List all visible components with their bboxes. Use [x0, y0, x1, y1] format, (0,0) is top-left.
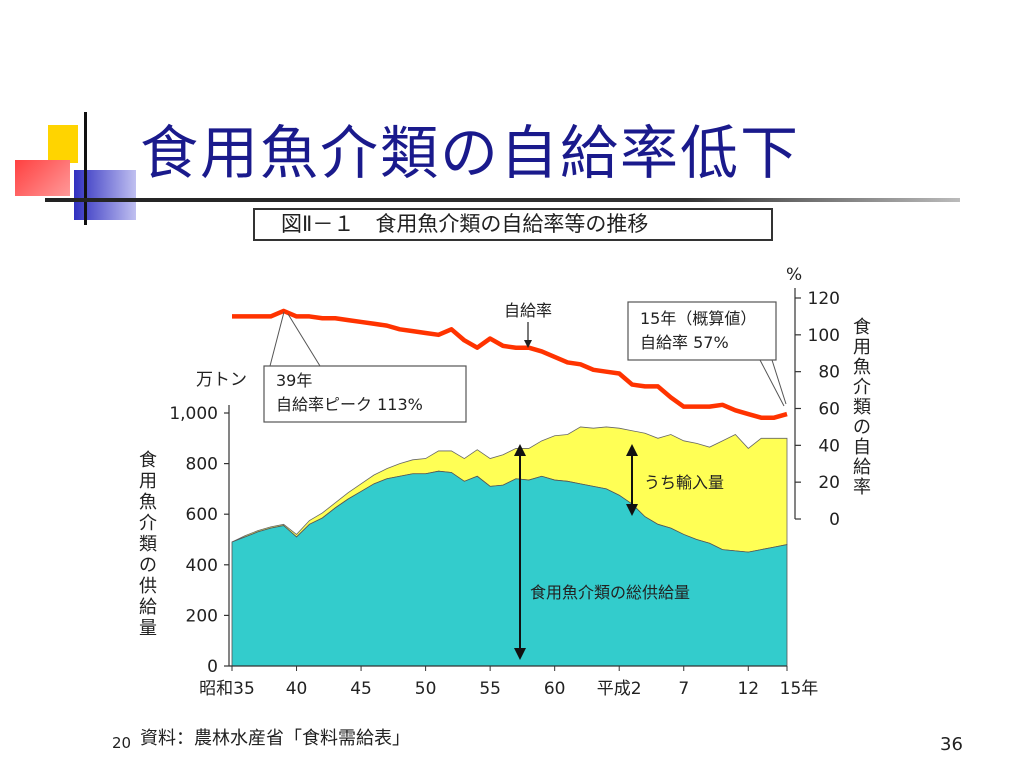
annotation-2003-title: 15年（概算値） [640, 309, 756, 328]
annotation-1964-pointer [269, 311, 321, 367]
ornament-red-square [15, 160, 70, 196]
self-sufficiency-line [232, 308, 788, 420]
annotation-2003-pointer [759, 359, 787, 407]
annotation-1964-title: 39年 [276, 371, 312, 390]
page-number: 36 [940, 734, 963, 755]
left-axis-label-char: 介 [139, 513, 157, 534]
left-axis-tick-label: 400 [186, 556, 218, 576]
figure-title: 図Ⅱ－１ 食用魚介類の自給率等の推移 [253, 208, 773, 241]
x-axis-tick-label: 40 [286, 679, 308, 699]
x-axis-tick-label: 45 [350, 679, 372, 699]
right-axis-tick-label: 0 [829, 510, 840, 530]
title-underline [45, 198, 960, 202]
right-axis-label-char: 率 [853, 477, 871, 498]
x-axis-tick-label: 平成2 [597, 679, 642, 699]
x-axis-tick-label: 60 [544, 679, 566, 699]
right-axis-tick-label: 60 [818, 400, 840, 420]
import-arrow-head-bottom [626, 504, 638, 516]
ornament-yellow-square [48, 125, 78, 163]
right-axis-label-char: 類 [853, 397, 871, 418]
left-axis-tick-label: 800 [186, 455, 218, 475]
left-axis-label-char: 用 [139, 471, 157, 492]
slide-title: 食用魚介類の自給率低下 [140, 119, 801, 187]
x-axis-tick-label: 12 [737, 679, 759, 699]
right-axis-tick-label: 20 [818, 473, 840, 493]
annotation-2003-value: 自給率 57% [640, 333, 729, 352]
left-axis-label-char: 食 [139, 450, 157, 471]
left-axis-label-char: 魚 [139, 492, 157, 513]
slide-ornament [0, 0, 140, 230]
annotation-1964-value: 自給率ピーク 113% [276, 395, 423, 414]
right-axis-label-char: 食 [853, 317, 871, 338]
right-axis-label-char: 介 [853, 377, 871, 398]
left-axis-label-char: 給 [139, 597, 157, 618]
annotation-1964-box [263, 365, 467, 423]
right-axis-label-char: 給 [853, 457, 871, 478]
data-source: 資料：農林水産省「食料需給表」 [140, 728, 410, 749]
x-axis-tick-label: 15年 [780, 679, 819, 699]
right-axis-unit: % [786, 265, 802, 285]
annotation-self-sufficiency-label: 自給率 [504, 301, 552, 320]
left-axis-tick-label: 600 [186, 505, 218, 525]
left-axis-tick-label: 200 [186, 606, 218, 626]
left-axis-label-char: 供 [139, 576, 157, 597]
x-axis-tick-label: 7 [678, 679, 689, 699]
left-axis-tick-label: 1,000 [169, 404, 218, 424]
right-axis-label-char: 用 [853, 337, 871, 358]
left-axis-label-char: の [139, 555, 157, 576]
right-axis-label-char: の [853, 417, 871, 438]
right-axis-tick-label: 120 [808, 289, 840, 309]
annotation-self-sufficiency-arrowhead [524, 340, 532, 348]
x-axis-tick-label: 55 [479, 679, 501, 699]
right-axis-tick-label: 40 [818, 436, 840, 456]
left-axis-label-char: 類 [139, 534, 157, 555]
import-arrow-head-top [626, 444, 638, 456]
annotation-supply-label: 食用魚介類の総供給量 [530, 583, 690, 602]
left-axis-label-char: 量 [139, 618, 157, 639]
annotation-2003-box [627, 301, 777, 361]
supply-arrow-head-bottom [514, 648, 526, 660]
annotation-import-label: うち輸入量 [644, 473, 724, 492]
right-axis-label-char: 魚 [853, 357, 871, 378]
ornament-vertical-rule [84, 112, 87, 225]
right-axis-label-char: 自 [853, 437, 871, 458]
x-axis-tick-label: 昭和35 [199, 679, 255, 699]
total-supply-area [231, 470, 788, 667]
left-axis-unit: 万トン [196, 370, 247, 390]
x-axis-tick-label: 50 [415, 679, 437, 699]
left-axis-tick-label: 0 [207, 657, 218, 677]
right-axis-tick-label: 80 [818, 363, 840, 383]
footer-date: 20 [112, 734, 132, 752]
supply-arrow-head-top [514, 444, 526, 456]
right-axis-tick-label: 100 [808, 326, 840, 346]
